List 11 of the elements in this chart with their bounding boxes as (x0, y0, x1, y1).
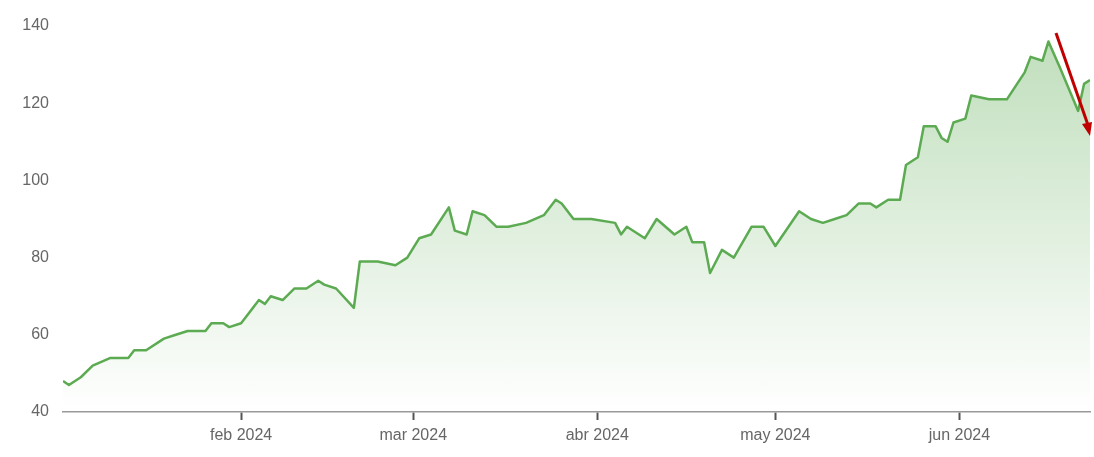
x-tick-label: abr 2024 (565, 426, 629, 444)
x-tick-label: may 2024 (740, 426, 811, 444)
y-tick-label: 140 (22, 16, 50, 34)
y-tick-label: 80 (31, 248, 50, 266)
x-tick-label: mar 2024 (379, 426, 448, 444)
y-tick-label: 100 (22, 170, 50, 188)
y-tick-label: 60 (31, 325, 50, 343)
y-tick-label: 120 (22, 93, 50, 111)
x-tick-label: feb 2024 (209, 426, 273, 444)
x-tick-label: jun 2024 (927, 426, 991, 444)
y-tick-label: 40 (31, 402, 50, 420)
